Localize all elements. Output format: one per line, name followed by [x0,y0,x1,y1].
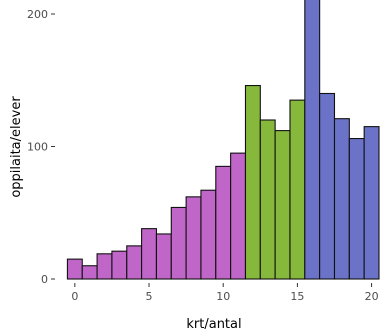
y-tick-label: 200 [27,8,48,21]
histogram-bar-1 [81,265,98,280]
histogram-bar-5 [141,228,157,280]
histogram-bar-7 [170,206,187,280]
histogram-bar-4 [126,245,143,280]
y-tick-label: 0 [41,273,48,286]
x-axis-title: krt/antal [186,317,241,332]
y-axis: 0 100 200 [27,8,55,286]
histogram-bar-9 [200,189,217,280]
x-tick-label: 20 [365,290,379,303]
histogram-bar-11 [230,152,247,280]
histogram-bar-18 [333,118,350,280]
y-axis-title: oppilaita/elever [9,96,24,198]
x-tick-label: 5 [146,290,153,303]
histogram-bar-12 [244,85,261,280]
histogram-bar-3 [111,250,128,280]
x-tick-label: 10 [216,290,230,303]
histogram-bar-19 [348,138,365,280]
histogram-bar-20 [363,126,380,280]
x-tick-label: 0 [71,290,78,303]
histogram-bar-13 [259,119,276,280]
histogram-bar-14 [274,130,291,280]
bars-group [66,0,380,280]
histogram-bar-15 [289,99,306,280]
histogram-bar-8 [185,196,202,280]
x-tick-label: 15 [290,290,304,303]
histogram-bar-17 [319,92,336,280]
histogram-bar-6 [155,233,172,280]
histogram-bar-10 [215,165,232,280]
x-axis: 0 5 10 15 20 [71,283,379,303]
histogram-bar-2 [96,253,113,280]
y-tick-label: 100 [27,141,48,154]
histogram-bar-0 [66,258,83,280]
histogram-bar-16 [304,0,321,280]
